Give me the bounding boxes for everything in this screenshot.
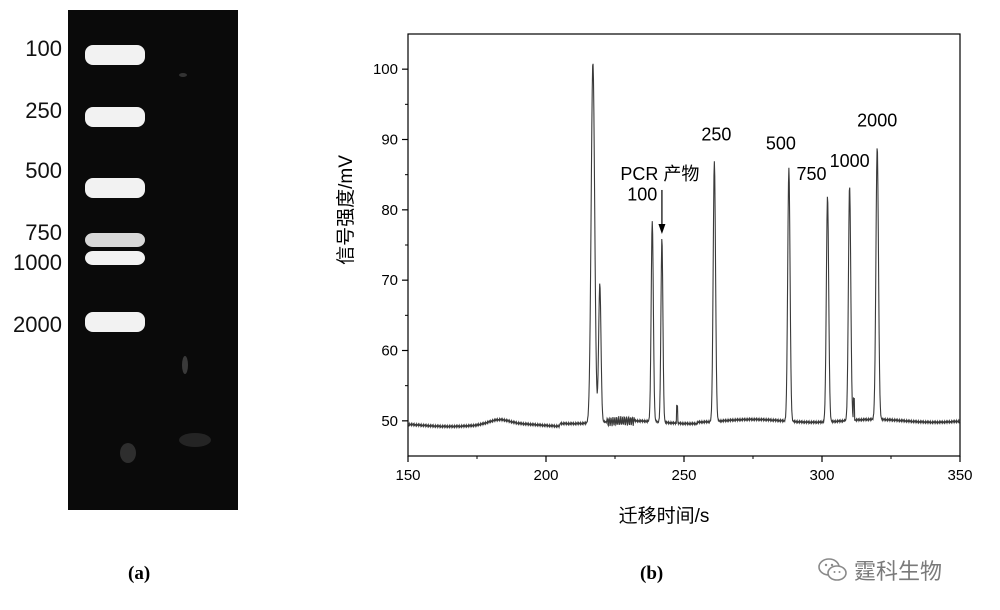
ladder-band (85, 45, 145, 65)
ladder-band (85, 107, 145, 127)
ladder-label: 750 (25, 220, 62, 245)
ladder-band (85, 312, 145, 332)
y-axis-label: 信号强度/mV (335, 155, 357, 265)
ladder-band (85, 233, 145, 247)
watermark: 霆科生物 (818, 552, 988, 588)
arrow-head (658, 223, 666, 234)
panel-label-a: (a) (128, 563, 151, 584)
y-tick-label: 50 (381, 413, 398, 430)
x-tick-label: 350 (947, 467, 972, 484)
gel-image-panel: 100 250 500 750 1000 2000 (13, 10, 238, 510)
ladder-label: 100 (25, 36, 62, 61)
ladder-band (85, 178, 145, 198)
plot-frame (407, 33, 961, 457)
gel-smudge (120, 443, 136, 463)
panel-label-b: (b) (640, 563, 664, 584)
x-tick-label: 150 (395, 467, 420, 484)
y-tick-label: 70 (381, 272, 398, 289)
x-tick-label: 250 (671, 467, 696, 484)
ladder-label: 2000 (13, 312, 62, 337)
ladder-label: 500 (25, 158, 62, 183)
gel-smudge (179, 433, 211, 447)
peak-label: 1000 (830, 151, 870, 171)
x-tick-label: 200 (533, 467, 558, 484)
x-axis-label: 迁移时间/s (619, 505, 710, 527)
peak-label: 250 (701, 125, 731, 145)
watermark-text: 霆科生物 (854, 560, 943, 585)
y-tick-label: 80 (381, 202, 398, 219)
y-tick-label: 60 (381, 343, 398, 360)
ladder-band (85, 251, 145, 265)
ladder-label: 250 (25, 98, 62, 123)
y-tick-label: 90 (381, 132, 398, 149)
gel-smudge (182, 356, 188, 374)
x-tick-label: 300 (809, 467, 834, 484)
peak-label: 100 (627, 184, 657, 204)
ladder-label: 1000 (13, 250, 62, 275)
signal-trace (407, 63, 961, 430)
peak-label: 2000 (857, 111, 897, 131)
annotation-pcr-product: PCR 产物 (620, 164, 699, 184)
gel-smudge (179, 73, 187, 77)
wechat-icon (818, 558, 847, 581)
peak-label: 750 (796, 164, 826, 184)
peak-label: 500 (766, 134, 796, 154)
y-tick-label: 100 (373, 61, 398, 78)
